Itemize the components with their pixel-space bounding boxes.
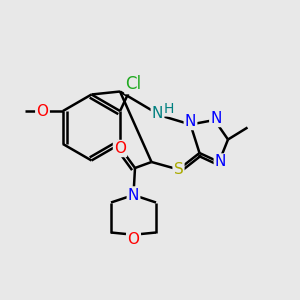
Text: O: O (114, 141, 126, 156)
Text: Cl: Cl (125, 75, 142, 93)
Text: N: N (128, 188, 139, 202)
Text: N: N (210, 111, 222, 126)
Text: O: O (37, 103, 49, 118)
Text: N: N (215, 154, 226, 169)
Text: N: N (185, 114, 196, 129)
Text: S: S (174, 162, 183, 177)
Text: H: H (164, 102, 174, 116)
Text: N: N (152, 106, 163, 122)
Text: O: O (128, 232, 140, 247)
Text: O: O (37, 103, 49, 118)
